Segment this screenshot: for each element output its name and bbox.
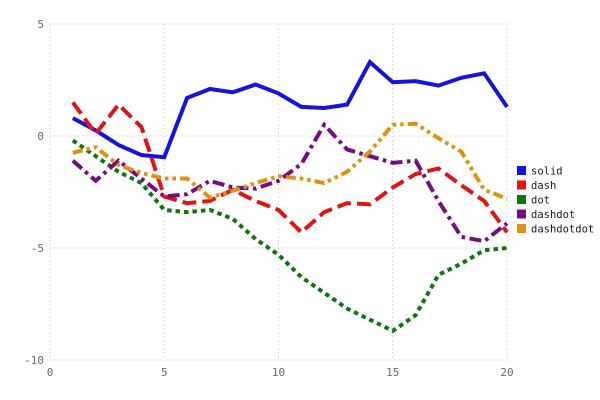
x-tick-label-5: 5 [161,366,168,379]
y-tick-label-5: 5 [37,18,44,31]
legend-swatch-dashdot [517,209,526,219]
x-tick-label-10: 10 [272,366,285,379]
legend-swatch-dot [517,195,526,204]
y-tick-label-0: 0 [37,130,44,143]
legend-swatch-dashdotdot [517,224,526,233]
legend-label-dash: dash [531,180,556,192]
y-tick-label--5: -5 [31,242,44,255]
legend-swatch-solid [517,166,526,175]
legend-label-dashdot: dashdot [531,209,575,221]
legend-swatch-dash [517,180,526,190]
series-line-dashdotdot [72,121,508,201]
legend-label-solid: solid [531,166,563,178]
series-line-solid [71,58,509,160]
legend-label-dashdotdot: dashdotdot [531,224,594,236]
series-line-dashdot [71,121,509,244]
series-line-dash [71,101,509,236]
legend-label-dot: dot [531,195,550,207]
x-tick-label-20: 20 [500,366,513,379]
series-line-dot [71,138,508,334]
x-tick-label-15: 15 [386,366,399,379]
x-tick-label-0: 0 [47,366,54,379]
y-tick-label--10: -10 [24,354,44,367]
